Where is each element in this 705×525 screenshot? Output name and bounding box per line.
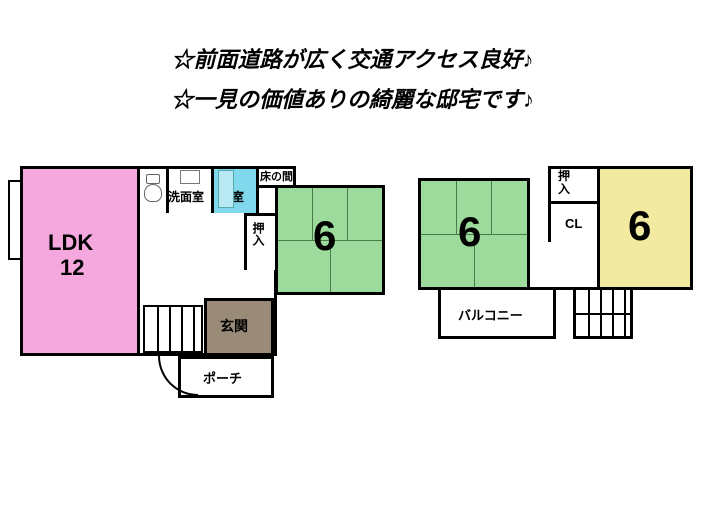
ldk-size: 12 — [60, 255, 84, 281]
hall-2f — [527, 242, 600, 290]
stairs-1f — [143, 305, 203, 353]
balcony-label: バルコニー — [458, 305, 523, 324]
room6-2f-a-label: 6 — [458, 208, 481, 256]
wash-label: 洗面室 — [168, 188, 204, 205]
floor-2: 6 押入 CL 6 バルコニー — [418, 160, 698, 420]
headline-1: ☆前面道路が広く交通アクセス良好♪ — [0, 42, 705, 74]
ldk-left-bump — [8, 180, 22, 260]
oshiire-2f — [548, 166, 600, 204]
floor-1: LDK 12 洗面室 浴室 床の間 押入 — [8, 160, 388, 440]
tub-icon — [218, 170, 234, 208]
porch-label: ポーチ — [203, 368, 242, 387]
genkan-label: 玄関 — [220, 316, 248, 336]
ldk-label: LDK — [48, 230, 93, 256]
stairs-2f — [573, 287, 633, 339]
headline-2: ☆一見の価値ありの綺麗な邸宅です♪ — [0, 82, 705, 114]
oshiire-2f-label: 押入 — [558, 170, 570, 196]
sink-icon — [180, 170, 200, 184]
tokonoma-label: 床の間 — [260, 168, 293, 184]
floor-plans: LDK 12 洗面室 浴室 床の間 押入 — [8, 160, 698, 510]
toilet-icon — [144, 174, 162, 204]
oshiire-1f-label: 押入 — [250, 222, 267, 246]
cl-label: CL — [565, 216, 582, 231]
room6-1f-label: 6 — [313, 212, 336, 260]
room6-2f-b-label: 6 — [628, 202, 651, 250]
door-arc-icon — [158, 356, 198, 396]
hall-1f — [137, 213, 247, 273]
